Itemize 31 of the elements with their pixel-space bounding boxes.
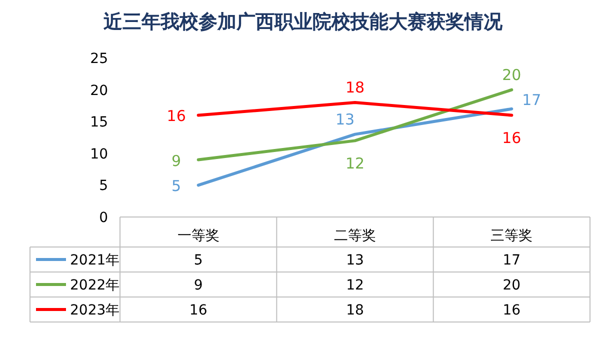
data-label: 12 bbox=[346, 278, 364, 294]
y-tick-label: 25 bbox=[90, 51, 108, 67]
x-tick-label: 三等奖 bbox=[490, 228, 533, 244]
y-tick-label: 20 bbox=[90, 82, 108, 99]
annotation: 20 bbox=[502, 66, 522, 84]
annotation: 9 bbox=[172, 152, 182, 170]
data-label: 20 bbox=[502, 278, 521, 294]
data-label: 18 bbox=[346, 302, 364, 318]
annotation: 17 bbox=[522, 90, 542, 109]
x-tick-label: 一等奖 bbox=[177, 228, 220, 244]
data-label: 5 bbox=[194, 252, 203, 268]
legend-label: 2022年 bbox=[70, 278, 120, 294]
y-tick-label: 5 bbox=[99, 178, 108, 194]
data-label: 17 bbox=[502, 252, 521, 268]
data-label: 16 bbox=[189, 302, 208, 318]
data-label: 16 bbox=[502, 302, 521, 318]
y-tick-label: 15 bbox=[90, 114, 108, 131]
annotation: 5 bbox=[172, 177, 182, 196]
chart-title: 近三年我校参加广西职业院校技能大赛获奖情况 bbox=[102, 11, 504, 33]
annotation: 16 bbox=[166, 107, 186, 126]
annotation: 18 bbox=[345, 78, 365, 97]
annotation: 16 bbox=[502, 129, 522, 148]
annotation: 12 bbox=[345, 154, 365, 173]
y-tick-label: 10 bbox=[90, 146, 108, 162]
x-tick-label: 二等奖 bbox=[334, 228, 376, 244]
data-label: 13 bbox=[346, 252, 364, 268]
legend-label: 2023年 bbox=[70, 302, 120, 318]
data-label: 9 bbox=[194, 278, 203, 294]
annotation: 13 bbox=[335, 110, 355, 128]
y-tick-label: 0 bbox=[99, 210, 108, 226]
legend-label: 2021年 bbox=[70, 252, 120, 268]
